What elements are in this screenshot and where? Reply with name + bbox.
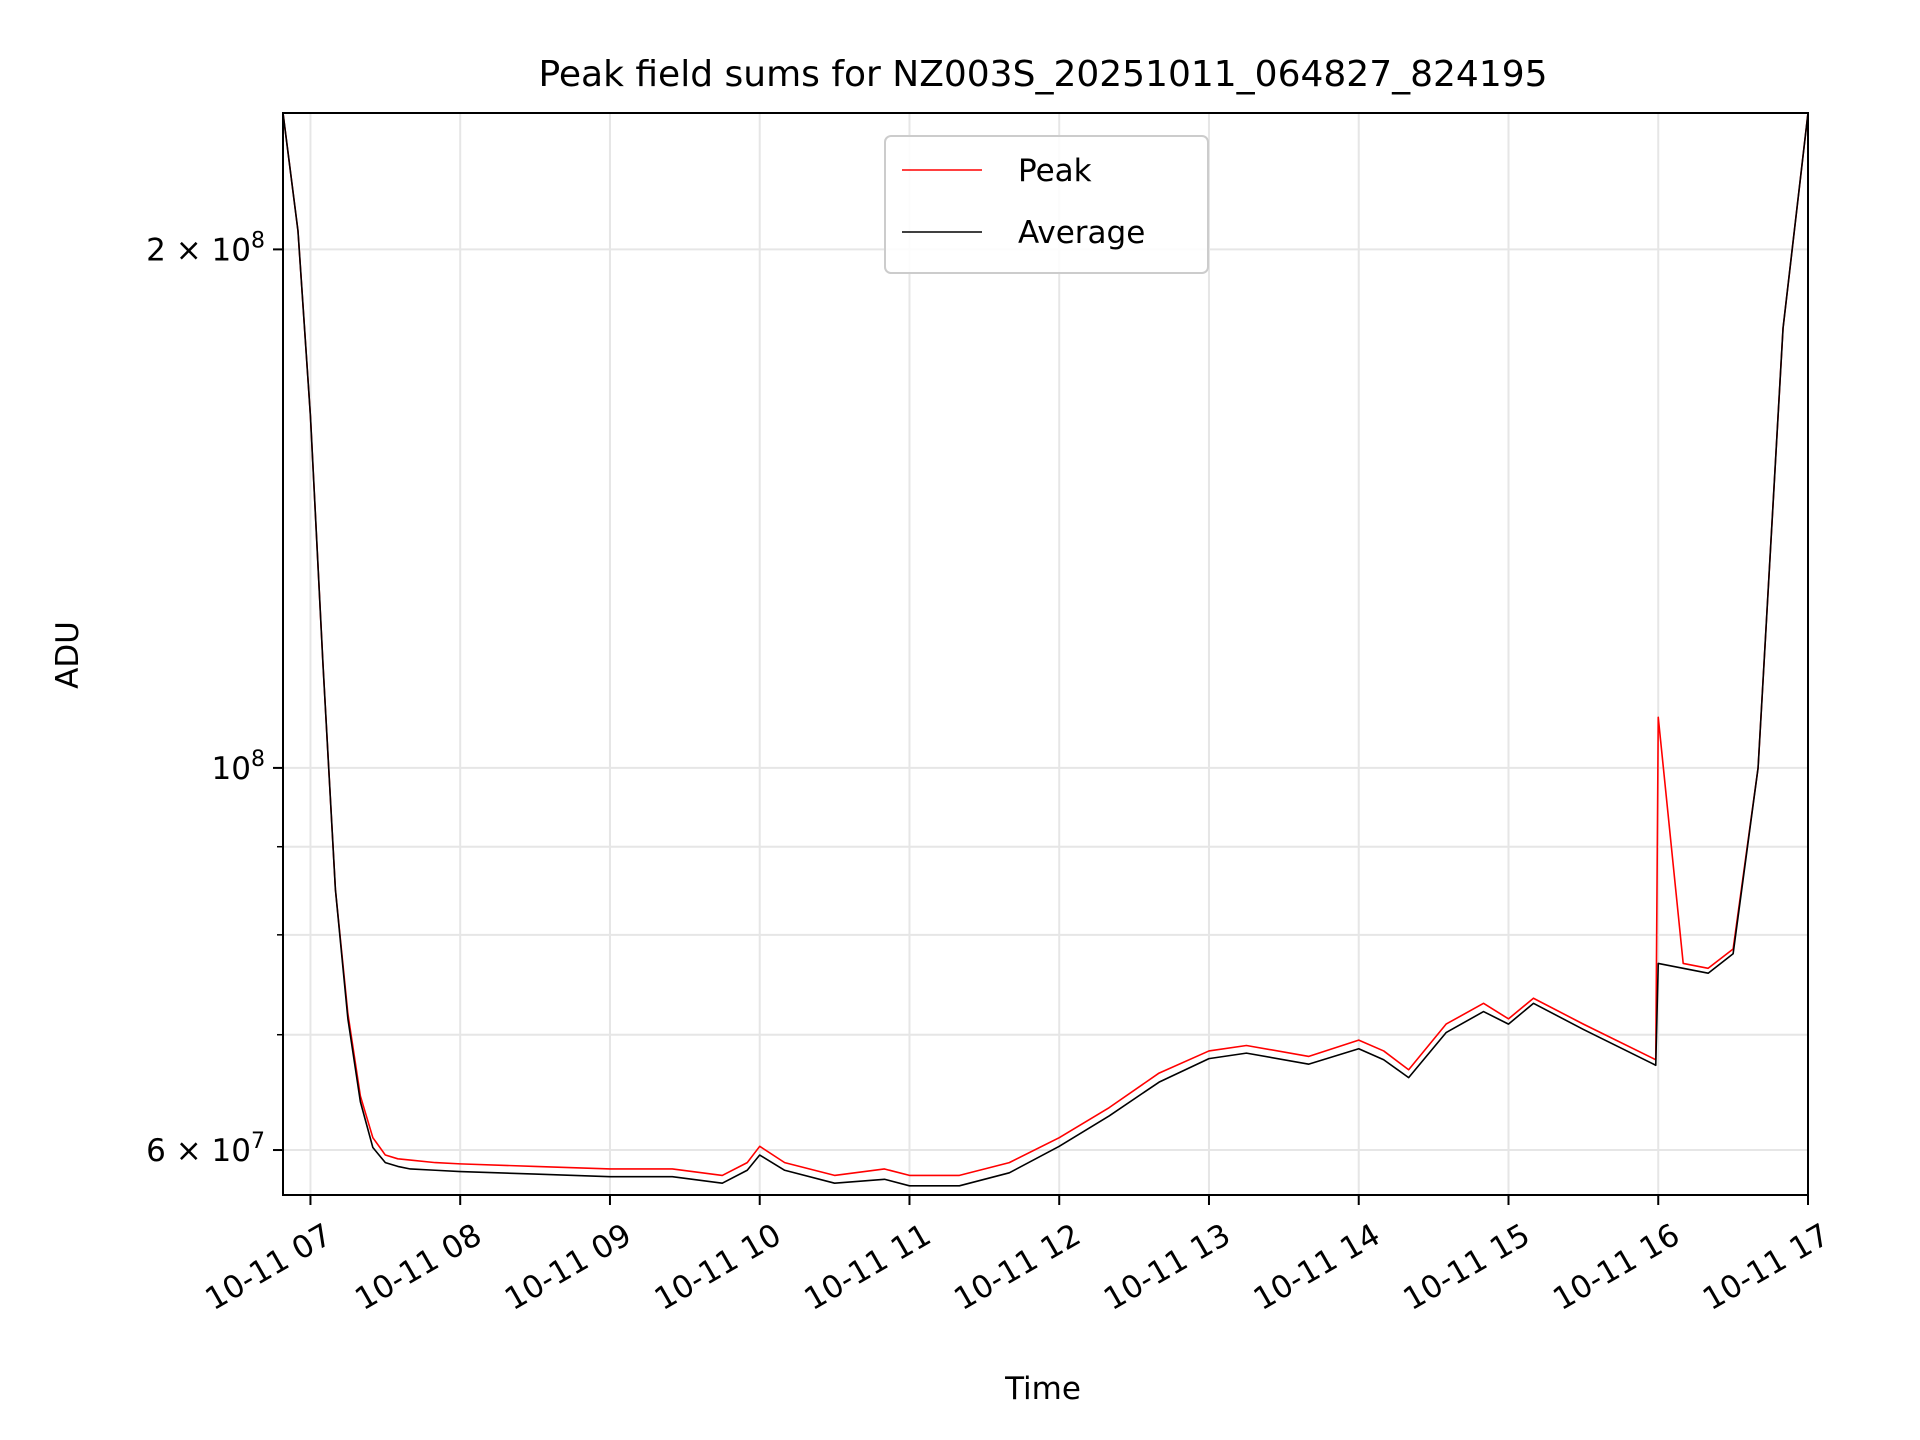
series-layer	[283, 113, 1808, 1187]
legend-label-peak: Peak	[1018, 153, 1092, 189]
y-tick-label: 6 × 107	[146, 1129, 265, 1169]
series-line-peak	[283, 113, 1808, 1177]
plot-frame	[282, 112, 1809, 1196]
legend-label-average: Average	[1018, 215, 1145, 251]
chart-title: Peak field sums for NZ003S_20251011_0648…	[538, 54, 1547, 95]
legend: Peak Average	[884, 135, 1209, 274]
y-axis-label: ADU	[50, 621, 86, 689]
y-tick-label: 2 × 108	[146, 228, 265, 268]
y-tick-label: 108	[212, 747, 265, 787]
series-line-average	[283, 113, 1808, 1187]
x-axis-label: Time	[1004, 1371, 1081, 1407]
